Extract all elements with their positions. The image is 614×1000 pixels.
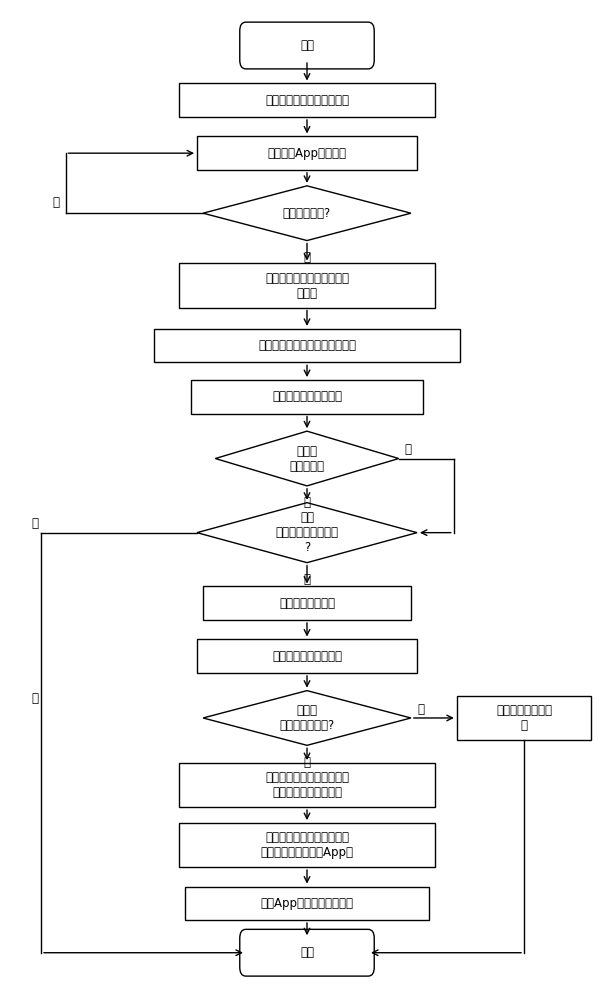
Text: 备份新版本的安装包并删掉
上一版本软件的备份包: 备份新版本的安装包并删掉 上一版本软件的备份包 <box>265 771 349 799</box>
Text: 否: 否 <box>405 443 412 456</box>
Text: 终端从后台下载升级包: 终端从后台下载升级包 <box>272 390 342 403</box>
Text: 卸载旧程序安装新程序: 卸载旧程序安装新程序 <box>272 650 342 663</box>
Bar <box>179 763 435 807</box>
Text: 否: 否 <box>417 703 424 716</box>
Text: 升级包
合法性校验: 升级包 合法性校验 <box>289 445 325 473</box>
Polygon shape <box>203 691 411 745</box>
Polygon shape <box>216 431 398 486</box>
Text: 是: 是 <box>303 756 311 769</box>
Text: 开始: 开始 <box>300 39 314 52</box>
FancyBboxPatch shape <box>239 22 375 69</box>
Bar <box>179 823 435 867</box>
Text: 用户手机App升级提示: 用户手机App升级提示 <box>268 147 346 160</box>
Text: 手机App提示用户升级成功: 手机App提示用户升级成功 <box>260 897 354 910</box>
Text: 后台将新版本软件信息发送
至终端: 后台将新版本软件信息发送 至终端 <box>265 272 349 300</box>
Bar <box>457 696 591 740</box>
Text: 否: 否 <box>31 692 38 705</box>
Text: 否: 否 <box>31 517 38 530</box>
Bar <box>154 329 460 362</box>
Text: 是: 是 <box>303 251 311 264</box>
Text: 软件版本号上报至后台，后
台将消息推送至手机App端: 软件版本号上报至后台，后 台将消息推送至手机App端 <box>260 831 354 859</box>
Bar <box>197 136 417 170</box>
Text: 是否进行升级?: 是否进行升级? <box>283 207 331 220</box>
Bar <box>179 263 435 308</box>
Text: 终端进入升级模式: 终端进入升级模式 <box>279 597 335 610</box>
Text: 新软件
是否能正常运行?: 新软件 是否能正常运行? <box>279 704 335 732</box>
Bar <box>203 586 411 620</box>
Text: 管理员通过后台发布新程序: 管理员通过后台发布新程序 <box>265 94 349 107</box>
Text: 恢复软件至上一版
本: 恢复软件至上一版 本 <box>496 704 552 732</box>
Bar <box>179 83 435 117</box>
Text: 结束: 结束 <box>300 946 314 959</box>
Polygon shape <box>203 186 411 241</box>
Text: 车辆
是否处于可升级状态
?: 车辆 是否处于可升级状态 ? <box>276 511 338 554</box>
Text: 是: 是 <box>303 573 311 586</box>
FancyBboxPatch shape <box>239 929 375 976</box>
Bar <box>185 887 429 920</box>
Text: 后台对终端进行身份合法性认证: 后台对终端进行身份合法性认证 <box>258 339 356 352</box>
Text: 是: 是 <box>303 496 311 509</box>
Bar <box>191 380 423 414</box>
Text: 否: 否 <box>52 196 60 209</box>
Polygon shape <box>197 503 417 563</box>
Bar <box>197 639 417 673</box>
